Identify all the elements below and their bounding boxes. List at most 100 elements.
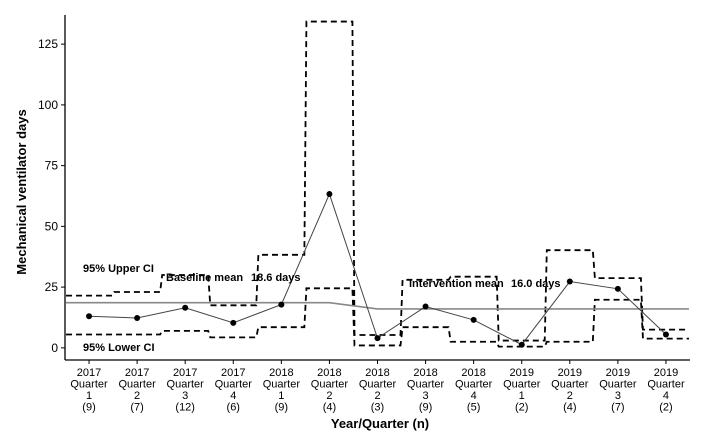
x-tick-label-line: Quarter xyxy=(455,379,493,391)
x-tick-label-line: Quarter xyxy=(311,379,349,391)
data-point xyxy=(326,191,333,198)
x-tick-label-line: 2019 xyxy=(509,367,533,379)
y-tick-label: 50 xyxy=(45,219,59,233)
y-tick-label: 0 xyxy=(51,341,58,355)
mean-line-path xyxy=(66,301,689,310)
lower-ci-line xyxy=(66,287,689,348)
upper-ci-line xyxy=(66,20,689,342)
y-axis-ticks: 0 25 50 75 100 125 xyxy=(38,37,65,355)
x-tick-label-line: (2) xyxy=(515,402,528,414)
x-tick-label-line: Quarter xyxy=(118,379,156,391)
x-tick-label-line: 2 xyxy=(134,390,140,402)
data-point xyxy=(278,301,285,308)
data-point xyxy=(182,304,189,311)
data-point xyxy=(422,303,429,310)
x-tick-label-line: 2019 xyxy=(558,367,582,379)
data-point xyxy=(470,316,477,323)
x-tick-label-line: 3 xyxy=(423,390,429,402)
x-tick-label-line: 2018 xyxy=(461,367,485,379)
x-tick-label-line: 3 xyxy=(182,390,188,402)
data-point xyxy=(374,335,381,342)
confidence-interval-boxes xyxy=(66,20,689,348)
data-point xyxy=(86,313,93,320)
y-tick-label: 125 xyxy=(38,37,58,51)
x-tick-label-line: Quarter xyxy=(70,379,108,391)
x-tick-label-line: (12) xyxy=(175,402,195,414)
x-tick-label-line: (3) xyxy=(371,402,384,414)
x-tick-label-line: 2017 xyxy=(77,367,101,379)
data-point xyxy=(230,319,237,326)
data-series xyxy=(86,191,669,348)
intervention-value-annotation: 16.0 days xyxy=(511,278,561,290)
x-tick-label: 2019 Quarter 4 (2) xyxy=(647,367,685,414)
x-tick-label-line: 4 xyxy=(471,390,477,402)
mean-line xyxy=(66,301,689,310)
series-line xyxy=(89,192,667,346)
x-tick-label: 2017 Quarter 2 (7) xyxy=(118,367,156,414)
x-tick-label: 2018 Quarter 3 (9) xyxy=(407,367,445,414)
data-point xyxy=(518,341,525,348)
x-tick-label-line: 2017 xyxy=(173,367,197,379)
data-point xyxy=(614,285,621,292)
x-tick-label-line: 2 xyxy=(374,390,380,402)
x-tick-label-line: Quarter xyxy=(215,379,253,391)
y-tick-label: 25 xyxy=(45,280,59,294)
x-tick-label: 2019 Quarter 3 (7) xyxy=(599,367,637,414)
x-tick-label-line: Quarter xyxy=(647,379,685,391)
x-tick-label-line: Quarter xyxy=(503,379,541,391)
x-tick-label-line: 2017 xyxy=(125,367,149,379)
x-tick-label-line: (4) xyxy=(323,402,336,414)
x-tick-label-line: (7) xyxy=(130,402,143,414)
x-tick-label: 2017 Quarter 1 (9) xyxy=(70,367,108,414)
x-tick-label-line: (9) xyxy=(82,402,95,414)
x-tick-label-line: Quarter xyxy=(551,379,589,391)
annotations: 95% Upper CI 95% Lower CI Baseline mean … xyxy=(83,263,561,354)
x-tick-label-line: 1 xyxy=(278,390,284,402)
baseline-value-annotation: 18.6 days xyxy=(251,272,301,284)
x-tick-label-line: 2018 xyxy=(317,367,341,379)
y-tick-label: 75 xyxy=(45,159,59,173)
x-tick-label-line: 2019 xyxy=(606,367,630,379)
x-tick-label-line: Quarter xyxy=(599,379,637,391)
x-tick-label-line: 2018 xyxy=(413,367,437,379)
x-tick-label: 2017 Quarter 4 (6) xyxy=(215,367,253,414)
x-tick-label-line: (2) xyxy=(659,402,672,414)
data-point xyxy=(566,278,573,285)
x-tick-label-line: 1 xyxy=(519,390,525,402)
x-tick-label-line: (6) xyxy=(227,402,240,414)
x-tick-label-line: (5) xyxy=(467,402,480,414)
x-axis-ticks: 2017 Quarter 1 (9)2017 Quarter 2 (7)2017 Quarte… xyxy=(70,360,685,414)
x-tick-label: 2017 Quarter 3 (12) xyxy=(167,367,205,414)
data-point xyxy=(662,331,669,338)
x-tick-label-line: 1 xyxy=(86,390,92,402)
x-tick-label-line: 2017 xyxy=(221,367,245,379)
baseline-mean-annotation: Baseline mean xyxy=(166,272,243,284)
x-tick-label-line: 2018 xyxy=(365,367,389,379)
x-tick-label-line: 2 xyxy=(326,390,332,402)
x-tick-label: 2018 Quarter 4 (5) xyxy=(455,367,493,414)
upper-ci-annotation: 95% Upper CI xyxy=(83,263,154,275)
x-tick-label-line: 2018 xyxy=(269,367,293,379)
data-point xyxy=(134,314,141,321)
y-tick-label: 100 xyxy=(38,98,58,112)
x-tick-label-line: Quarter xyxy=(407,379,445,391)
x-tick-label-line: (9) xyxy=(419,402,432,414)
x-tick-label-line: 4 xyxy=(230,390,236,402)
intervention-mean-annotation: Intervention mean xyxy=(409,278,504,290)
x-tick-label-line: (7) xyxy=(611,402,624,414)
x-tick-label-line: 3 xyxy=(615,390,621,402)
x-tick-label-line: Quarter xyxy=(167,379,205,391)
x-tick-label-line: Quarter xyxy=(263,379,301,391)
lower-ci-annotation: 95% Lower CI xyxy=(83,342,155,354)
y-axis-title: Mechanical ventilator days xyxy=(14,109,29,274)
x-tick-label-line: 2019 xyxy=(654,367,678,379)
x-tick-label-line: Quarter xyxy=(359,379,397,391)
x-tick-label: 2018 Quarter 2 (4) xyxy=(311,367,349,414)
x-tick-label: 2018 Quarter 2 (3) xyxy=(359,367,397,414)
x-axis-title: Year/Quarter (n) xyxy=(331,416,429,431)
x-tick-label: 2018 Quarter 1 (9) xyxy=(263,367,301,414)
x-tick-label: 2019 Quarter 1 (2) xyxy=(503,367,541,414)
x-tick-label-line: (4) xyxy=(563,402,576,414)
x-tick-label-line: 4 xyxy=(663,390,669,402)
x-tick-label-line: (9) xyxy=(275,402,288,414)
